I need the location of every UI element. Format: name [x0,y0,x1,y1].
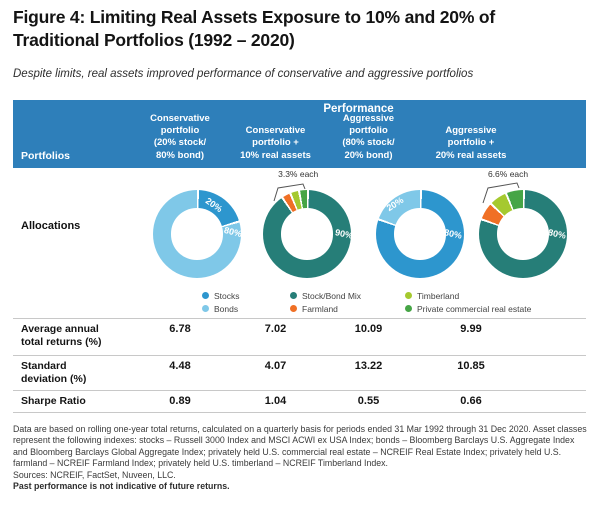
donut-chart-aggressive: 20% 80% [376,168,464,288]
annotation-bracket-icon [273,183,306,202]
stdev-aggressive: 13.22 [354,360,383,372]
table-row-std-deviation: Standard deviation (%) 4.48 4.07 13.22 1… [13,355,586,390]
stdev-conservative: 4.48 [169,360,191,372]
donut-annotation: 3.3% each [278,169,319,179]
donut-hole [497,208,549,260]
footnote-disclaimer: Past performance is not indicative of fu… [13,481,230,492]
legend-item: Private commercial real estate [405,302,531,315]
returns-conservative: 6.78 [169,323,191,335]
portfolios-label: Portfolios [21,150,70,162]
sharpe-aggressive: 0.55 [357,395,380,407]
legend-dot-icon [202,292,209,299]
footnote: Data are based on rolling one-year total… [13,424,589,493]
donut-ring: 80% [479,190,567,278]
donut-ring: 90% [263,190,354,278]
donut-chart-aggressive-real-assets: 6.6% each 80% [479,168,567,288]
stats-table: Average annual total returns (%) 6.78 7.… [13,318,586,413]
slice-label: 80% [547,227,568,241]
legend-item: Timberland [405,289,531,302]
column-header-conservative-real-assets: Conservative portfolio + 10% real assets [240,124,311,161]
slice-label: 80% [443,227,464,241]
row-label: Sharpe Ratio [21,395,86,407]
legend-item: Stocks [202,289,240,302]
annotation-bracket-icon [482,182,520,204]
donut-ring: 20% 80% [153,190,244,278]
donut-annotation: 6.6% each [487,169,529,179]
column-header-conservative: Conservative portfolio (20% stock/ 80% b… [150,112,210,161]
legend-label: Private commercial real estate [417,303,532,314]
returns-aggressive: 10.09 [354,323,383,335]
legend-dot-icon [405,292,412,299]
stdev-conservative-real-assets: 4.07 [264,360,287,372]
slice-label: 80% [223,225,244,240]
table-row-sharpe-ratio: Sharpe Ratio 0.89 1.04 0.55 0.66 [13,390,586,413]
legend-column: Stocks Bonds [202,289,240,315]
legend-dot-icon [290,305,297,312]
legend: Stocks Bonds Stock/Bond Mix Farmland Timberl… [13,287,586,318]
legend-dot-icon [290,292,297,299]
footnote-sources: Sources: NCREIF, FactSet, Nuveen, LLC. [13,469,176,480]
legend-dot-icon [405,305,412,312]
sharpe-conservative-real-assets: 1.04 [264,395,287,407]
column-header-aggressive: Aggressive portfolio (80% stock/ 20% bon… [342,112,395,161]
sharpe-aggressive-real-assets: 0.66 [460,395,482,407]
allocations-row: Allocations 20% 80% 3.3% each 90% 20% 80% … [13,168,586,288]
slice-label: 90% [334,227,354,241]
donut-hole [281,208,333,260]
returns-conservative-real-assets: 7.02 [264,323,287,335]
legend-item: Bonds [202,302,240,315]
legend-label: Farmland [302,303,338,314]
sharpe-conservative: 0.89 [169,395,191,407]
stdev-aggressive-real-assets: 10.85 [457,360,485,372]
donut-hole [171,208,223,260]
row-label: Average annual total returns (%) [21,323,102,349]
figure-subtitle: Despite limits, real assets improved per… [13,68,474,80]
column-header-row: Portfolios Conservative portfolio (20% s… [13,113,586,168]
legend-column: Timberland Private commercial real estate [405,289,531,315]
returns-aggressive-real-assets: 9.99 [460,323,482,335]
slice-label: 20% [385,194,406,214]
allocations-label: Allocations [21,220,81,232]
performance-header: Performance [323,103,394,115]
legend-label: Timberland [417,290,460,301]
legend-column: Stock/Bond Mix Farmland [290,289,361,315]
column-header-aggressive-real-assets: Aggressive portfolio + 20% real assets [435,124,507,161]
legend-item: Stock/Bond Mix [290,289,361,302]
legend-label: Bonds [214,303,239,314]
legend-dot-icon [202,305,209,312]
table-header-band: Performance Portfolios Conservative port… [13,100,586,168]
legend-item: Farmland [290,302,361,315]
legend-label: Stocks [214,290,240,301]
donut-ring: 20% 80% [376,190,464,278]
footnote-body: Data are based on rolling one-year total… [13,424,587,469]
legend-label: Stock/Bond Mix [302,290,362,301]
row-label: Standard deviation (%) [21,360,87,386]
donut-chart-conservative-real-assets: 3.3% each 90% [263,168,354,288]
donut-chart-conservative: 20% 80% [153,168,244,288]
donut-hole [394,208,446,260]
figure-title: Figure 4: Limiting Real Assets Exposure … [13,7,495,50]
table-row-returns: Average annual total returns (%) 6.78 7.… [13,318,586,355]
